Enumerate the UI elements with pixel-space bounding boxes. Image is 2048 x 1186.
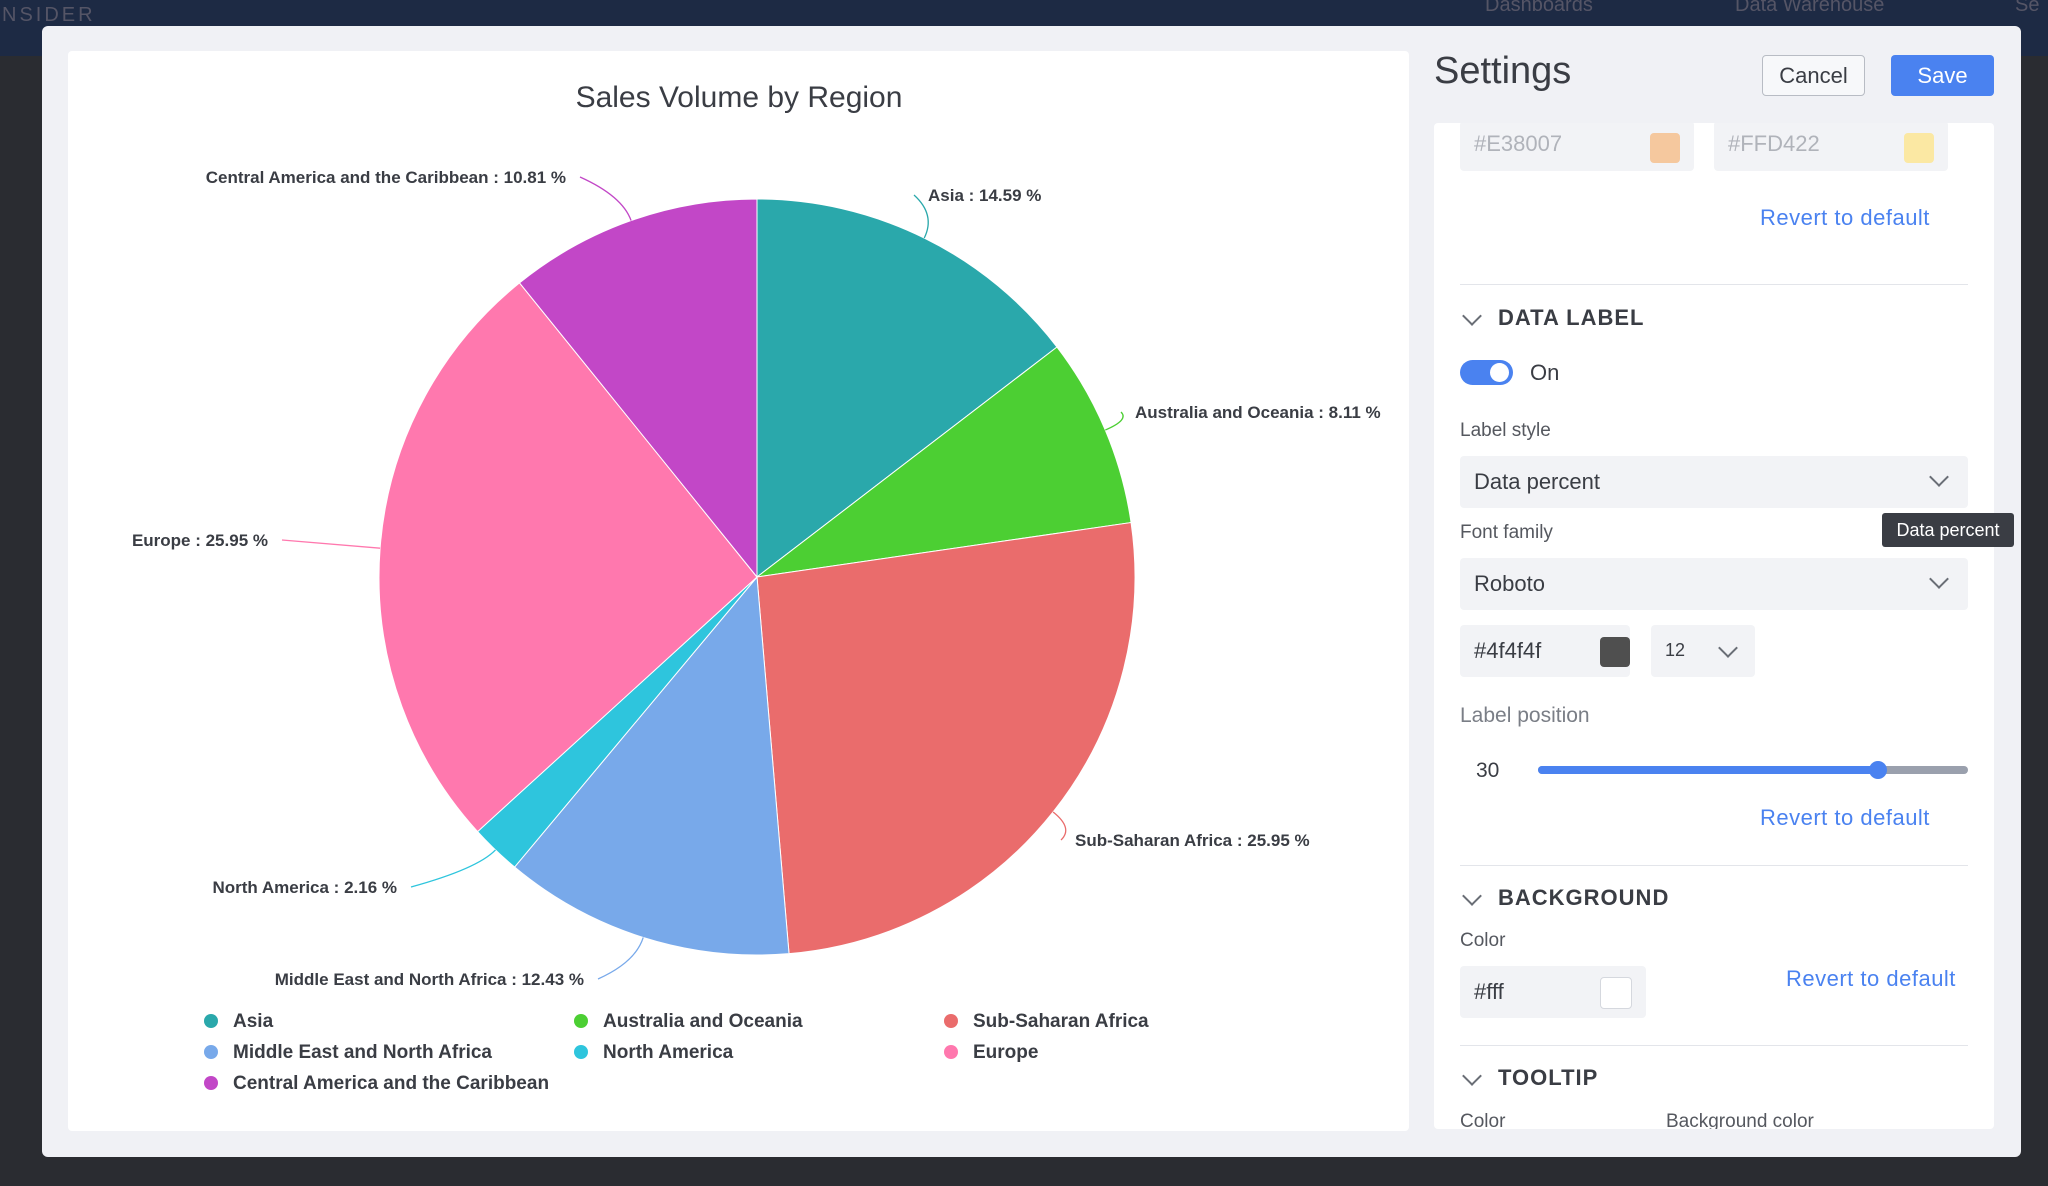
color-field-2[interactable]: #FFD422 [1714,123,1948,171]
legend-marker[interactable] [204,1014,218,1028]
legend-marker[interactable] [944,1014,958,1028]
label-leader-line [579,176,632,221]
tooltip-color-label: Color [1460,1111,1506,1129]
legend-marker[interactable] [574,1014,588,1028]
settings-panel[interactable]: #E38007 #FFD422 Revert to default DATA L… [1434,123,1994,1129]
slice-data-label: Middle East and North Africa : 12.43 % [275,970,584,989]
label-position-slider-track[interactable] [1538,761,1968,779]
chevron-down-icon [1929,569,1949,589]
pie-chart: Sales Volume by Region Asia : 14.59 % Aus… [132,81,1381,1094]
label-position-value: 30 [1476,759,1500,782]
cancel-button[interactable]: Cancel [1762,55,1865,96]
nav-dashboards[interactable]: Dashboards [1485,0,1593,16]
legend-label[interactable]: Sub-Saharan Africa [973,1011,1149,1032]
label-style-label: Label style [1460,420,1551,441]
label-leader-line [1105,411,1124,431]
pie-slice[interactable] [513,575,790,956]
revert-background-link[interactable]: Revert to default [1786,966,1956,991]
pie-slice[interactable] [756,521,1136,955]
divider [1460,284,1968,285]
data-label-toggle[interactable] [1460,360,1513,385]
nav-settings[interactable]: Se [2015,0,2040,16]
hover-tooltip: Data percent [1882,513,2014,547]
legend-label[interactable]: Australia and Oceania [603,1011,803,1032]
font-size-select[interactable]: 12 [1651,625,1755,677]
slice-data-label: Asia : 14.59 % [928,186,1041,205]
legend-marker[interactable] [574,1045,588,1059]
brand-logo-text: NSIDER [2,4,96,26]
label-position-slider-fill [1538,766,1878,774]
pie-slice[interactable] [378,282,758,833]
tooltip-bg-color-label: Background color [1666,1111,1814,1129]
chart-title: Sales Volume by Region [576,81,903,114]
chevron-down-icon[interactable] [1462,306,1482,326]
background-section-title[interactable]: BACKGROUND [1498,885,1670,910]
color-field-2-value: #FFD422 [1728,131,1820,156]
label-leader-line [1052,811,1067,841]
color-swatch-1[interactable] [1650,133,1680,163]
label-style-value: Data percent [1474,469,1600,494]
font-color-value: #4f4f4f [1474,638,1542,663]
legend-label[interactable]: Europe [973,1042,1038,1063]
label-position-slider-thumb[interactable] [1868,761,1887,779]
font-family-value: Roboto [1474,571,1545,596]
divider [1460,1045,1968,1046]
background-color-swatch[interactable] [1600,977,1632,1009]
slice-data-label: North America : 2.16 % [212,878,397,897]
save-button[interactable]: Save [1891,55,1994,96]
nav-data-warehouse[interactable]: Data Warehouse [1735,0,1885,16]
font-color-field[interactable]: #4f4f4f [1460,625,1630,677]
legend-marker[interactable] [944,1045,958,1059]
font-color-swatch[interactable] [1600,637,1630,667]
data-label-toggle-state: On [1530,360,1560,385]
data-label-section-title[interactable]: DATA LABEL [1498,305,1645,330]
label-leader-line [597,937,644,980]
legend-label[interactable]: North America [603,1042,734,1063]
label-leader-line [913,194,929,239]
color-swatch-2[interactable] [1904,133,1934,163]
chevron-down-icon [1929,467,1949,487]
font-size-value: 12 [1665,640,1686,660]
slice-data-label: Sub-Saharan Africa : 25.95 % [1075,831,1310,850]
legend-label[interactable]: Middle East and North Africa [233,1042,492,1063]
background-color-label: Color [1460,930,1506,951]
label-leader-line [410,849,496,888]
font-family-select[interactable]: Roboto [1460,558,1968,610]
label-leader-line [281,539,381,549]
background-color-value: #fff [1474,979,1504,1004]
tooltip-section-title[interactable]: TOOLTIP [1498,1065,1599,1090]
chevron-down-icon [1718,638,1738,658]
color-field-1-value: #E38007 [1474,131,1563,156]
legend-marker[interactable] [204,1045,218,1059]
label-style-select[interactable]: Data percent [1460,456,1968,508]
chart-preview-card: Sales Volume by Region Asia : 14.59 % Aus… [68,51,1409,1131]
chevron-down-icon[interactable] [1462,1066,1482,1086]
font-family-label: Font family [1460,522,1553,543]
legend-label[interactable]: Central America and the Caribbean [233,1073,549,1094]
chevron-down-icon[interactable] [1462,886,1482,906]
background-color-field[interactable]: #fff [1460,966,1646,1018]
slice-data-label: Europe : 25.95 % [132,531,268,550]
legend-marker[interactable] [204,1076,218,1090]
settings-title: Settings [1434,50,1572,92]
label-position-label: Label position [1460,704,1590,727]
legend-label[interactable]: Asia [233,1011,274,1032]
revert-colors-link[interactable]: Revert to default [1760,205,1930,230]
chart-settings-modal: Sales Volume by Region Asia : 14.59 % Aus… [42,26,2021,1157]
revert-data-label-link[interactable]: Revert to default [1760,805,1930,830]
color-field-1[interactable]: #E38007 [1460,123,1694,171]
slice-data-label: Central America and the Caribbean : 10.8… [206,168,566,187]
slice-data-label: Australia and Oceania : 8.11 % [1135,403,1381,422]
pie-slice[interactable] [756,198,1058,579]
divider [1460,865,1968,866]
